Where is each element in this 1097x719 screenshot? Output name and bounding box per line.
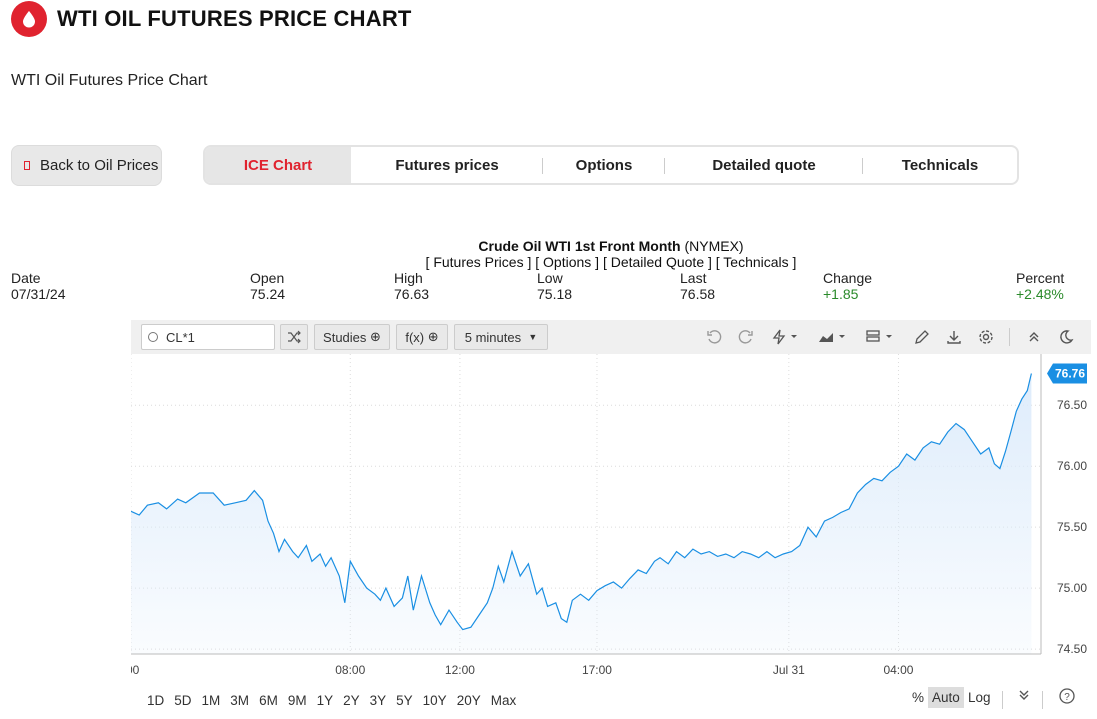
chevron-down-icon: ▼ — [528, 332, 538, 342]
range-button-9m[interactable]: 9M — [287, 693, 307, 708]
quote-col-high: High 76.63 — [394, 270, 430, 302]
last-price-label: 76.76 — [1055, 367, 1085, 381]
plus-circle-icon: ⊕ — [370, 329, 381, 344]
tab-detailed-quote[interactable]: Detailed quote — [665, 147, 863, 183]
auto-scale-button[interactable]: Auto — [928, 687, 964, 708]
x-tick-label: 04:00 — [883, 663, 913, 677]
shuffle-icon — [288, 330, 301, 344]
undo-icon[interactable] — [705, 328, 723, 346]
interval-select[interactable]: 5 minutes ▼ — [454, 324, 548, 350]
x-tick-label: :00 — [131, 663, 140, 677]
tab-options[interactable]: Options — [543, 147, 665, 183]
dark-mode-moon-icon[interactable] — [1057, 328, 1075, 346]
range-button-6m[interactable]: 6M — [259, 693, 278, 708]
range-button-5d[interactable]: 5D — [174, 693, 192, 708]
x-tick-label: 08:00 — [335, 663, 365, 677]
range-button-20y[interactable]: 20Y — [456, 693, 481, 708]
quote-col-open: Open 75.24 — [250, 270, 286, 302]
tab-ice-chart[interactable]: ICE Chart — [205, 147, 351, 183]
y-tick-label: 74.50 — [1057, 642, 1087, 656]
symbol-value: CL*1 — [166, 329, 195, 345]
draw-pencil-icon[interactable] — [913, 328, 931, 346]
layout-dropdown-icon[interactable] — [865, 328, 897, 346]
studies-button[interactable]: Studies ⊕ — [314, 324, 390, 350]
back-to-oil-prices-button[interactable]: Back to Oil Prices — [11, 145, 162, 186]
range-button-1m[interactable]: 1M — [201, 693, 221, 708]
plus-circle-icon: ⊕ — [427, 329, 439, 344]
page-header: WTI OIL FUTURES PRICE CHART — [11, 1, 412, 37]
back-icon — [24, 161, 30, 170]
quote-col-last: Last 76.58 — [680, 270, 716, 302]
y-tick-label: 75.00 — [1057, 581, 1087, 595]
collapse-up-icon[interactable] — [1025, 328, 1043, 346]
oil-drop-icon — [11, 1, 47, 37]
x-tick-label: 12:00 — [445, 663, 475, 677]
events-dropdown-icon[interactable] — [771, 328, 801, 346]
price-area-fill — [131, 373, 1032, 654]
range-button-1y[interactable]: 1Y — [316, 693, 334, 708]
download-icon[interactable] — [945, 328, 963, 346]
toolbar-divider — [1009, 328, 1010, 346]
fx-button[interactable]: f(x) ⊕ — [396, 324, 448, 350]
quote-col-percent: Percent +2.48% — [1016, 270, 1065, 302]
log-scale-button[interactable]: Log — [968, 690, 991, 705]
compare-button[interactable] — [280, 324, 308, 350]
quote-col-date: Date 07/31/24 — [11, 270, 66, 302]
tab-futures-prices[interactable]: Futures prices — [351, 147, 543, 183]
quote-title: Crude Oil WTI 1st Front Month (NYMEX) — [0, 238, 1097, 254]
range-button-3y[interactable]: 3Y — [369, 693, 387, 708]
page-title: WTI OIL FUTURES PRICE CHART — [57, 6, 412, 31]
chart-widget: CL*1 Studies ⊕ f(x) ⊕ 5 minutes ▼ 74.50 7… — [131, 320, 1091, 719]
x-tick-label: 17:00 — [582, 663, 612, 677]
tab-bar: ICE Chart Futures prices Options Detaile… — [203, 145, 1019, 185]
range-button-2y[interactable]: 2Y — [343, 693, 360, 708]
y-tick-label: 75.50 — [1057, 520, 1087, 534]
range-button-5y[interactable]: 5Y — [396, 693, 413, 708]
search-icon — [148, 332, 158, 342]
range-divider — [1002, 691, 1003, 709]
last-price-badge — [1047, 363, 1087, 384]
redo-icon[interactable] — [737, 328, 755, 346]
chart-type-dropdown-icon[interactable] — [817, 328, 849, 346]
price-line — [131, 373, 1032, 631]
range-bar: 1D 5D 1M 3M 6M 9M 1Y 2Y 3Y 5Y 10Y 20Y Max % Auto Log… — [131, 682, 1091, 719]
quote-col-change: Change +1.85 — [823, 270, 873, 302]
range-button-1d[interactable]: 1D — [147, 693, 165, 708]
range-button-3m[interactable]: 3M — [230, 693, 250, 708]
x-tick-label: Jul 31 — [773, 663, 805, 677]
quote-col-low: Low 75.18 — [537, 270, 573, 302]
expand-down-icon[interactable] — [1017, 688, 1031, 705]
page-subtitle: WTI Oil Futures Price Chart — [11, 72, 208, 89]
back-button-label: Back to Oil Prices — [40, 157, 159, 174]
gear-icon[interactable] — [977, 328, 995, 346]
quote-name: Crude Oil WTI 1st Front Month — [478, 238, 681, 254]
y-tick-label: 76.00 — [1057, 459, 1087, 473]
range-button-max[interactable]: Max — [490, 693, 517, 708]
symbol-search-input[interactable]: CL*1 — [141, 324, 275, 350]
help-icon[interactable]: ? — [1059, 688, 1075, 707]
y-tick-label: 76.50 — [1057, 398, 1087, 412]
quote-links[interactable]: [ Futures Prices ] [ Options ] [ Detaile… — [425, 254, 797, 270]
svg-text:?: ? — [1064, 692, 1070, 703]
percent-scale-button[interactable]: % — [912, 690, 925, 705]
tab-technicals[interactable]: Technicals — [901, 156, 979, 174]
range-divider — [1042, 691, 1043, 709]
quote-exchange: (NYMEX) — [684, 238, 744, 254]
range-button-10y[interactable]: 10Y — [422, 693, 447, 708]
range-buttons: 1D 5D 1M 3M 6M 9M 1Y 2Y 3Y 5Y 10Y 20Y Max — [147, 693, 526, 708]
price-chart[interactable]: 74.50 75.00 75.50 76.00 76.50 :00 08:00 12:00 17… — [131, 354, 1091, 682]
chart-toolbar: CL*1 Studies ⊕ f(x) ⊕ 5 minutes ▼ — [131, 320, 1091, 354]
